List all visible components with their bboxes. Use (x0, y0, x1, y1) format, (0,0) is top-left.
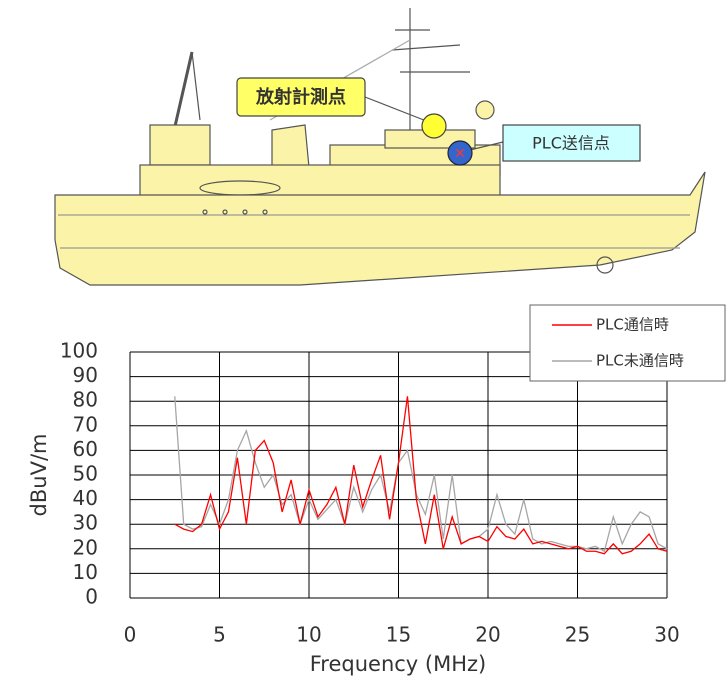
mast (391, 44, 461, 51)
y-tick-label: 100 (60, 339, 98, 363)
crane-house (149, 124, 211, 166)
y-tick-label: 30 (73, 511, 98, 535)
x-tick-label: 25 (565, 623, 590, 647)
porthole (222, 209, 228, 215)
legend-box (529, 304, 726, 382)
y-tick-label: 90 (73, 363, 98, 387)
x-tick-label: 20 (475, 623, 500, 647)
y-tick-label: 70 (73, 412, 98, 436)
y-tick-label: 10 (73, 560, 98, 584)
y-tick-label: 0 (85, 585, 98, 609)
x-tick-label: 30 (654, 623, 679, 647)
x-tick-label: 0 (124, 623, 137, 647)
transmit-mark: ✕ (454, 146, 466, 162)
hull (54, 171, 706, 286)
y-tick-label: 80 (73, 388, 98, 412)
porthole (202, 209, 208, 215)
lifeboat (199, 180, 281, 196)
callout-line (469, 141, 504, 151)
crane (191, 51, 201, 121)
legend-label: PLC通信時 (596, 316, 669, 334)
callout-line (364, 96, 435, 125)
y-tick-label: 20 (73, 535, 98, 559)
callout-label: 放射計測点 (255, 86, 346, 108)
series-line (174, 396, 668, 555)
transmit-point (447, 140, 473, 166)
x-tick-label: 10 (296, 623, 321, 647)
superstructure (139, 164, 501, 198)
measure-point (421, 113, 447, 139)
series-line (174, 396, 668, 553)
y-tick-label: 40 (73, 486, 98, 510)
x-tick-label: 15 (386, 623, 411, 647)
radome (475, 100, 495, 120)
ship-drawing: ✕ (54, 8, 706, 286)
porthole (242, 209, 248, 215)
callout-box (236, 77, 366, 117)
y-axis-label: dBuV/m (27, 434, 51, 517)
callout-box (502, 124, 641, 162)
x-tick-label: 5 (213, 623, 226, 647)
callout-label: PLC送信点 (532, 134, 610, 153)
legend-label: PLC未通信時 (596, 352, 684, 370)
y-tick-label: 50 (73, 462, 98, 486)
x-axis-label: Frequency (MHz) (310, 652, 486, 676)
anchor (596, 256, 614, 274)
y-tick-label: 60 (73, 437, 98, 461)
porthole (262, 209, 268, 215)
